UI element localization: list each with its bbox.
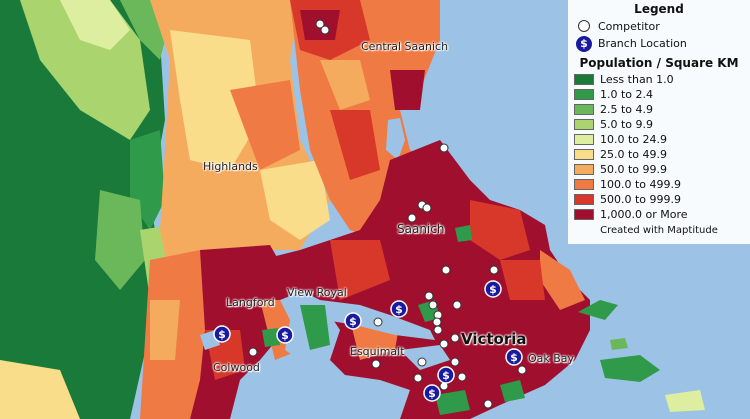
place-langford: Langford [226,296,275,309]
svg-text:$: $ [281,329,289,342]
legend-swatch [574,164,594,175]
legend-class-row: 2.5 to 4.9 [574,102,744,117]
legend-class-row: 5.0 to 9.9 [574,117,744,132]
legend-class-label: 100.0 to 499.9 [600,178,682,191]
legend-swatch [574,74,594,85]
svg-text:$: $ [218,328,226,341]
legend-swatch [574,119,594,130]
legend-class-row: 500.0 to 999.9 [574,192,744,207]
legend-class-label: 1,000.0 or More [600,208,688,221]
legend-class-row: 10.0 to 24.9 [574,132,744,147]
legend-class-label: 5.0 to 9.9 [600,118,654,131]
legend-swatch [574,89,594,100]
legend-density-title: Population / Square KM [579,56,739,70]
place-colwood: Colwood [213,361,260,374]
branch-markers: $ $ $ $ $ $ $ $ [213,280,523,402]
dollar-icon: $ [575,34,593,53]
legend-class-label: 500.0 to 999.9 [600,193,682,206]
legend: Legend Competitor $ Branch Location Popu… [568,0,750,244]
svg-text:$: $ [510,351,518,364]
legend-swatch [574,104,594,115]
legend-swatch [574,194,594,205]
legend-classes: Less than 1.0 1.0 to 2.4 2.5 to 4.9 5.0 to … [574,72,744,222]
legend-title: Legend [634,2,684,16]
svg-text:$: $ [442,369,450,382]
place-saanich: Saanich [397,222,445,236]
legend-class-row: 25.0 to 49.9 [574,147,744,162]
legend-class-label: Less than 1.0 [600,73,674,86]
place-oak-bay: Oak Bay [528,352,575,365]
legend-competitor: Competitor [574,18,744,34]
legend-swatch [574,149,594,160]
svg-text:$: $ [349,315,357,328]
legend-class-row: 50.0 to 99.9 [574,162,744,177]
place-central-saanich: Central Saanich [361,40,449,53]
svg-text:$: $ [489,283,497,296]
legend-class-row: 100.0 to 499.9 [574,177,744,192]
legend-class-row: Less than 1.0 [574,72,744,87]
svg-text:$: $ [428,387,436,400]
place-view-royal: View Royal [287,286,347,299]
legend-class-row: 1.0 to 2.4 [574,87,744,102]
place-victoria: Victoria [461,330,527,348]
legend-competitor-label: Competitor [598,19,660,33]
legend-swatch [574,134,594,145]
competitor-markers [248,19,527,409]
legend-credit: Created with Maptitude [600,225,718,236]
legend-class-label: 2.5 to 4.9 [600,103,654,116]
competitor-icon [578,20,590,32]
legend-class-row: 1,000.0 or More [574,207,744,222]
place-highlands: Highlands [203,160,258,173]
legend-swatch [574,209,594,220]
legend-swatch [574,179,594,190]
legend-class-label: 1.0 to 2.4 [600,88,654,101]
svg-text:$: $ [395,303,403,316]
place-esquimalt: Esquimalt [350,345,405,358]
legend-class-label: 25.0 to 49.9 [600,148,668,161]
legend-branch: $ Branch Location [574,34,744,53]
legend-branch-label: Branch Location [598,37,687,50]
legend-class-label: 50.0 to 99.9 [600,163,668,176]
legend-class-label: 10.0 to 24.9 [600,133,668,146]
